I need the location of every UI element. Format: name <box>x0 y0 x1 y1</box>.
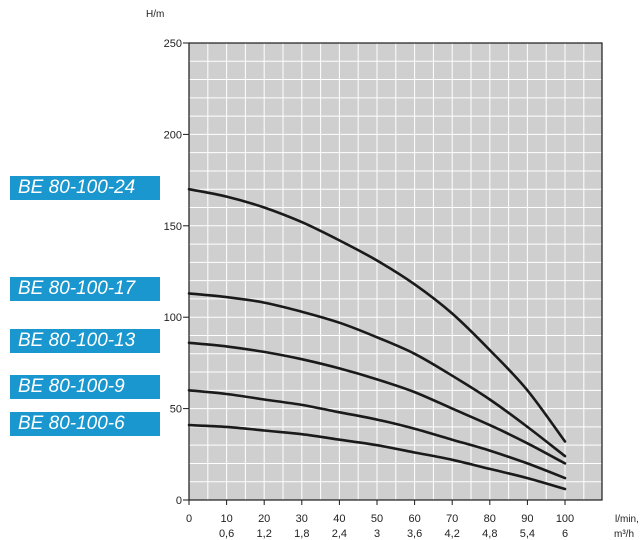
curves <box>187 187 567 491</box>
x-tick-label-m3h: 3,6 <box>407 528 422 540</box>
x-tick-label: 60 <box>408 513 420 525</box>
legend-label: BE 80-100-6 <box>10 412 160 436</box>
series-line <box>187 389 567 480</box>
legend-label: BE 80-100-24 <box>10 176 160 200</box>
x-axis-unit-2: m³/h <box>614 529 634 540</box>
x-axis-unit: l/min, <box>615 514 639 525</box>
x-tick-label: 50 <box>371 513 383 525</box>
x-tick-label: 80 <box>484 513 496 525</box>
x-tick-label-m3h: 3 <box>374 528 380 540</box>
x-tick-label-m3h: 1,8 <box>294 528 309 540</box>
x-tick-label-m3h: 5,4 <box>520 528 535 540</box>
y-tick-label: 0 <box>176 495 182 507</box>
x-tick-label-m3h: 6 <box>562 528 568 540</box>
x-tick-label: 20 <box>258 513 270 525</box>
y-tick-label: 100 <box>164 312 182 324</box>
x-tick-label-m3h: 1,2 <box>257 528 272 540</box>
series-line <box>187 187 567 443</box>
series-line <box>187 423 567 491</box>
legend-label: BE 80-100-13 <box>10 329 160 353</box>
series-line <box>187 292 567 458</box>
x-tick-label-m3h: 4,2 <box>445 528 460 540</box>
x-tick-label: 0 <box>186 513 192 525</box>
x-tick-label: 70 <box>446 513 458 525</box>
series-line <box>187 341 567 465</box>
x-tick-label-m3h: 0,6 <box>219 528 234 540</box>
x-tick-label-m3h: 2,4 <box>332 528 347 540</box>
x-tick-label: 40 <box>333 513 345 525</box>
x-tick-label: 90 <box>521 513 533 525</box>
x-tick-label: 30 <box>296 513 308 525</box>
x-tick-label: 100 <box>556 513 574 525</box>
x-tick-label: 10 <box>220 513 232 525</box>
axes: 0 50 100 150 200 250 0 10 0,6 20 1,2 30 1,8 40 2,4 50 3 6… <box>164 38 575 540</box>
y-axis-unit: H/m <box>146 9 164 20</box>
y-tick-label: 150 <box>164 221 182 233</box>
y-tick-label: 200 <box>164 129 182 141</box>
y-tick-label: 250 <box>164 38 182 50</box>
y-tick-label: 50 <box>170 404 182 416</box>
legend-label: BE 80-100-17 <box>10 277 160 301</box>
legend-label: BE 80-100-9 <box>10 375 160 399</box>
plot-frame <box>188 42 603 501</box>
x-tick-label-m3h: 4,8 <box>482 528 497 540</box>
